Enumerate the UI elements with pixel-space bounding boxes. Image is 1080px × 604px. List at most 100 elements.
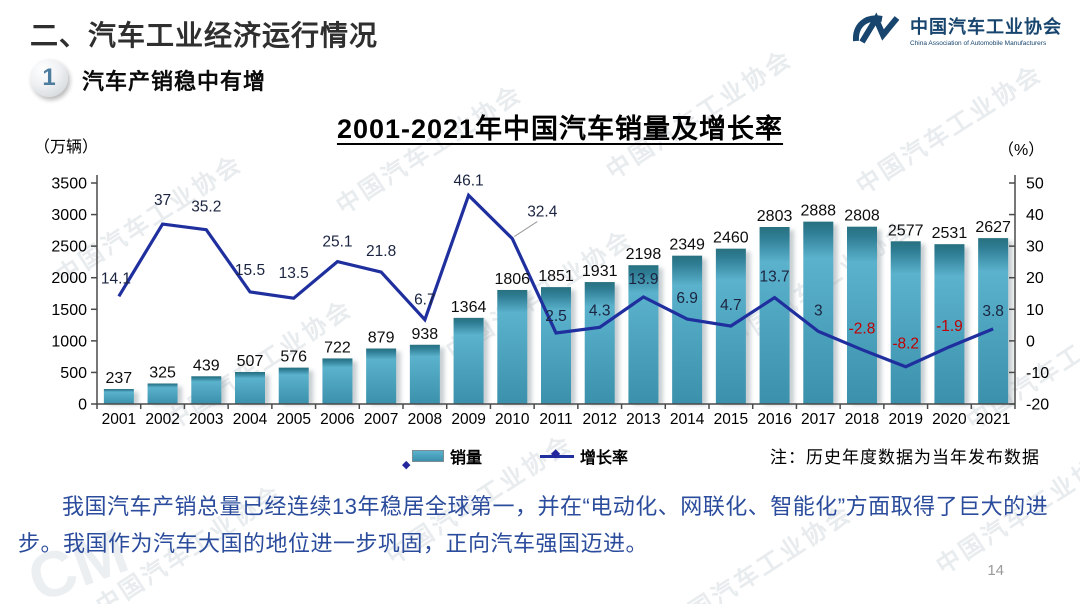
caam-logo-text: 中国汽车工业协会 China Association of Automobile…	[910, 13, 1062, 47]
year-label: 2011	[539, 411, 572, 428]
year-label: 2019	[888, 411, 922, 428]
year-label: 2021	[976, 411, 1010, 428]
section-title: 汽车产销稳中有增	[82, 69, 267, 94]
growth-value-label: 2.5	[545, 308, 567, 325]
sales-legend-label: 销量	[450, 450, 483, 467]
year-label: 2005	[276, 411, 310, 428]
bar-2004	[235, 371, 265, 404]
bar-value-label: 2577	[888, 222, 924, 239]
growth-legend-marker: ◆	[540, 447, 575, 459]
growth-value-label: 3.8	[982, 303, 1004, 320]
year-label: 2001	[102, 411, 136, 428]
year-label: 2009	[451, 411, 485, 428]
left-tick-label: 2000	[51, 270, 87, 287]
year-label: 2020	[932, 411, 967, 428]
summary-paragraph: 我国汽车产销总量已经连续13年稳居全球第一，并在“电动化、网联化、智能化”方面取…	[18, 494, 1049, 556]
logo-name-cn: 中国汽车工业协会	[910, 17, 1062, 37]
year-label: 2007	[364, 411, 398, 428]
bar-value-label: 2888	[800, 203, 836, 220]
year-label: 2003	[189, 411, 223, 428]
bar-value-label: 2531	[932, 225, 968, 242]
bar-2009	[453, 317, 484, 404]
bar-value-label: 2808	[844, 208, 880, 225]
bar-2017	[803, 221, 834, 404]
bar-value-label: 2803	[757, 208, 793, 225]
growth-value-label: 32.4	[527, 204, 558, 221]
growth-value-label: 3	[814, 302, 823, 319]
page-number: 14	[987, 562, 1004, 579]
growth-legend-label: 增长率	[580, 450, 629, 467]
bar-2014	[672, 255, 703, 404]
year-label: 2015	[714, 411, 748, 428]
growth-value-label: 37	[154, 192, 171, 209]
year-label: 2012	[582, 411, 616, 428]
bar-2006	[322, 358, 353, 404]
growth-value-label: -1.9	[936, 318, 963, 335]
diamond-marker: ◆	[402, 459, 411, 471]
year-label: 2006	[320, 411, 354, 428]
left-tick-label: 2500	[51, 239, 87, 256]
left-tick-label: 1500	[51, 302, 87, 319]
right-tick-label: 20	[1026, 270, 1044, 287]
bar-value-label: 2627	[975, 219, 1011, 236]
bar-2005	[278, 367, 309, 404]
bar-2013	[628, 265, 659, 404]
legend-item-growth: ◆ 增长率	[540, 444, 628, 468]
left-tick-label: 1000	[51, 333, 87, 350]
left-tick-label: 500	[60, 365, 87, 382]
growth-value-label: 25.1	[322, 234, 352, 251]
bar-2016	[759, 227, 790, 404]
growth-value-label: 46.1	[453, 172, 483, 189]
bar-value-label: 1364	[451, 299, 487, 316]
legend-item-sales: 销量	[412, 444, 482, 468]
year-label: 2014	[670, 411, 705, 428]
bar-value-label: 938	[412, 326, 439, 343]
bar-value-label: 879	[368, 329, 395, 346]
bar-2010	[497, 289, 528, 404]
bar-2019	[890, 241, 921, 404]
section-number-badge: 1	[30, 59, 68, 97]
left-axis-unit: （万辆）	[34, 139, 99, 156]
right-tick-label: -10	[1026, 365, 1049, 382]
right-tick-label: -20	[1026, 397, 1049, 414]
bar-2012	[584, 282, 615, 404]
growth-value-label: 6.9	[676, 290, 698, 307]
year-label: 2010	[495, 411, 530, 428]
chart-title: 2001-2021年中国汽车销量及增长率	[336, 114, 784, 144]
bar-value-label: 237	[106, 370, 133, 387]
growth-line	[117, 192, 994, 369]
label-leader-line	[514, 221, 538, 237]
bar-value-label: 722	[324, 339, 351, 356]
right-tick-label: 30	[1026, 239, 1044, 256]
year-label: 2018	[845, 411, 879, 428]
year-label: 2016	[757, 411, 791, 428]
caam-logo-icon	[852, 12, 900, 44]
bar-2002	[147, 383, 178, 404]
right-tick-label: 50	[1026, 176, 1044, 193]
growth-value-label: -2.8	[849, 321, 876, 338]
growth-value-label: 13.9	[628, 271, 658, 288]
year-label: 2008	[408, 411, 442, 428]
caam-logo: 中国汽车工业协会 China Association of Automobile…	[850, 12, 1062, 48]
left-tick-label: 3000	[51, 207, 87, 224]
bar-value-label: 576	[280, 349, 307, 366]
growth-value-label: 35.2	[191, 199, 221, 216]
bar-2007	[366, 348, 397, 404]
bar-2011	[541, 287, 571, 404]
bar-value-label: 439	[193, 357, 220, 374]
right-tick-label: 40	[1026, 207, 1044, 224]
bar-value-label: 2198	[626, 246, 662, 263]
bar-2001	[103, 389, 134, 404]
growth-value-label: 21.8	[366, 243, 396, 260]
bar-value-label: 2349	[669, 237, 705, 254]
year-label: 2013	[626, 411, 660, 428]
right-tick-label: 0	[1026, 333, 1035, 350]
chart-legend: 销量 ◆ 增长率	[412, 444, 628, 468]
bar-value-label: 325	[149, 364, 176, 381]
diamond-icon: ◆	[551, 445, 561, 460]
page-title: 二、汽车工业经济运行情况	[30, 20, 379, 51]
bar-2008	[409, 344, 440, 404]
year-label: 2002	[145, 411, 179, 428]
